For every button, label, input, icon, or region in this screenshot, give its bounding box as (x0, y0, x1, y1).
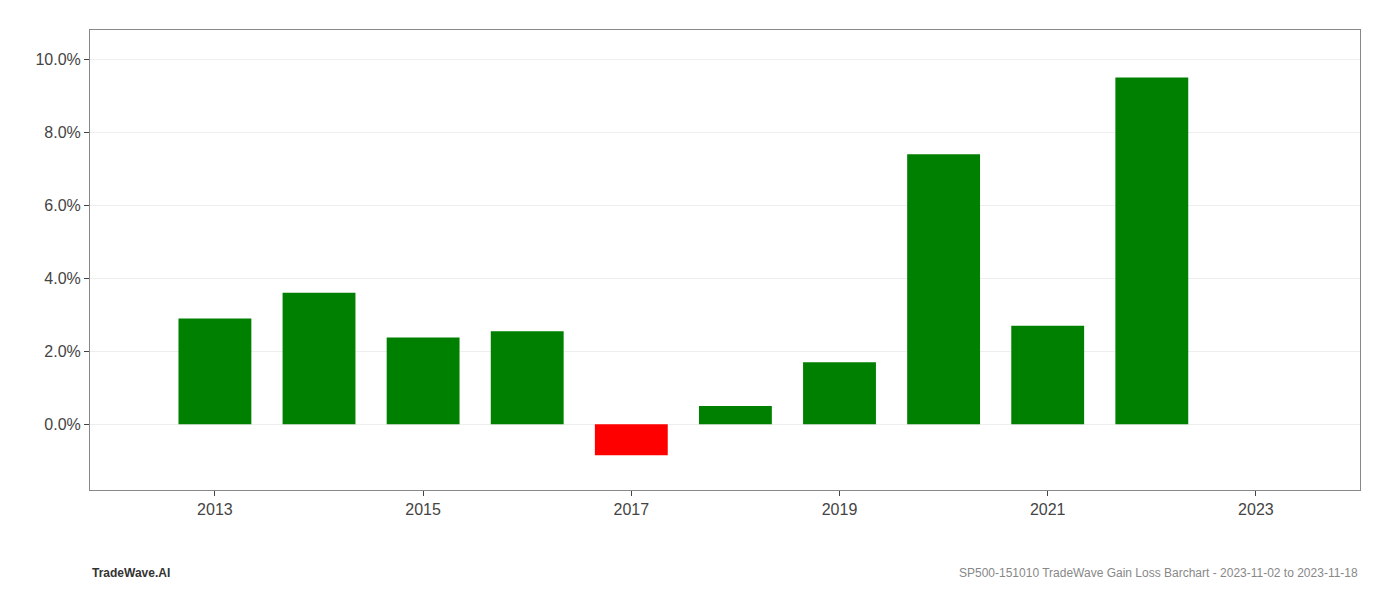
svg-text:SP500-151010 TradeWave Gain Lo: SP500-151010 TradeWave Gain Loss Barchar… (959, 566, 1358, 580)
svg-text:2017: 2017 (614, 501, 650, 518)
svg-text:10.0%: 10.0% (35, 51, 80, 68)
svg-text:2015: 2015 (405, 501, 441, 518)
svg-text:0.0%: 0.0% (44, 416, 80, 433)
svg-text:2019: 2019 (822, 501, 858, 518)
svg-text:2021: 2021 (1030, 501, 1066, 518)
svg-text:2013: 2013 (197, 501, 233, 518)
svg-text:2.0%: 2.0% (44, 343, 80, 360)
svg-text:TradeWave.AI: TradeWave.AI (92, 566, 170, 580)
svg-text:2023: 2023 (1238, 501, 1274, 518)
svg-text:6.0%: 6.0% (44, 197, 80, 214)
svg-text:8.0%: 8.0% (44, 124, 80, 141)
svg-text:4.0%: 4.0% (44, 270, 80, 287)
